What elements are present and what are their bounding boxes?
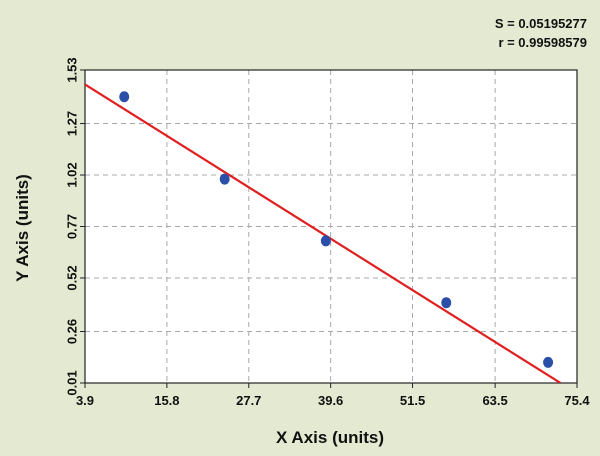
x-axis-label: X Axis (units) — [276, 428, 384, 447]
x-tick-label: 63.5 — [482, 393, 507, 408]
data-point — [119, 91, 130, 103]
data-point — [543, 356, 554, 368]
y-axis-label: Y Axis (units) — [13, 174, 32, 282]
s-statistic: S = 0.05195277 — [494, 16, 587, 31]
r-statistic: r = 0.99598579 — [498, 35, 587, 50]
y-tick-label: 0.26 — [64, 319, 79, 344]
y-tick-label: 0.52 — [64, 265, 79, 290]
y-tick-label: 1.53 — [64, 57, 79, 82]
data-point — [219, 173, 230, 185]
y-tick-label: 0.01 — [64, 370, 79, 395]
plot-border — [84, 69, 578, 384]
x-tick-label: 75.4 — [564, 393, 590, 408]
fit-line — [85, 83, 562, 383]
data-point — [320, 235, 331, 247]
y-tick-label: 0.77 — [64, 214, 79, 239]
x-tick-label: 27.7 — [236, 393, 261, 408]
x-tick-label: 39.6 — [318, 393, 343, 408]
x-tick-label: 3.9 — [76, 393, 94, 408]
y-tick-label: 1.02 — [64, 162, 79, 187]
x-tick-label: 51.5 — [400, 393, 425, 408]
y-tick-label: 1.27 — [64, 111, 79, 136]
data-point — [441, 297, 452, 309]
x-tick-label: 15.8 — [154, 393, 179, 408]
